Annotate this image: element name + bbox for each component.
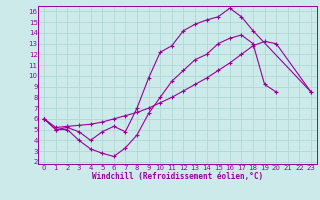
X-axis label: Windchill (Refroidissement éolien,°C): Windchill (Refroidissement éolien,°C)	[92, 172, 263, 181]
